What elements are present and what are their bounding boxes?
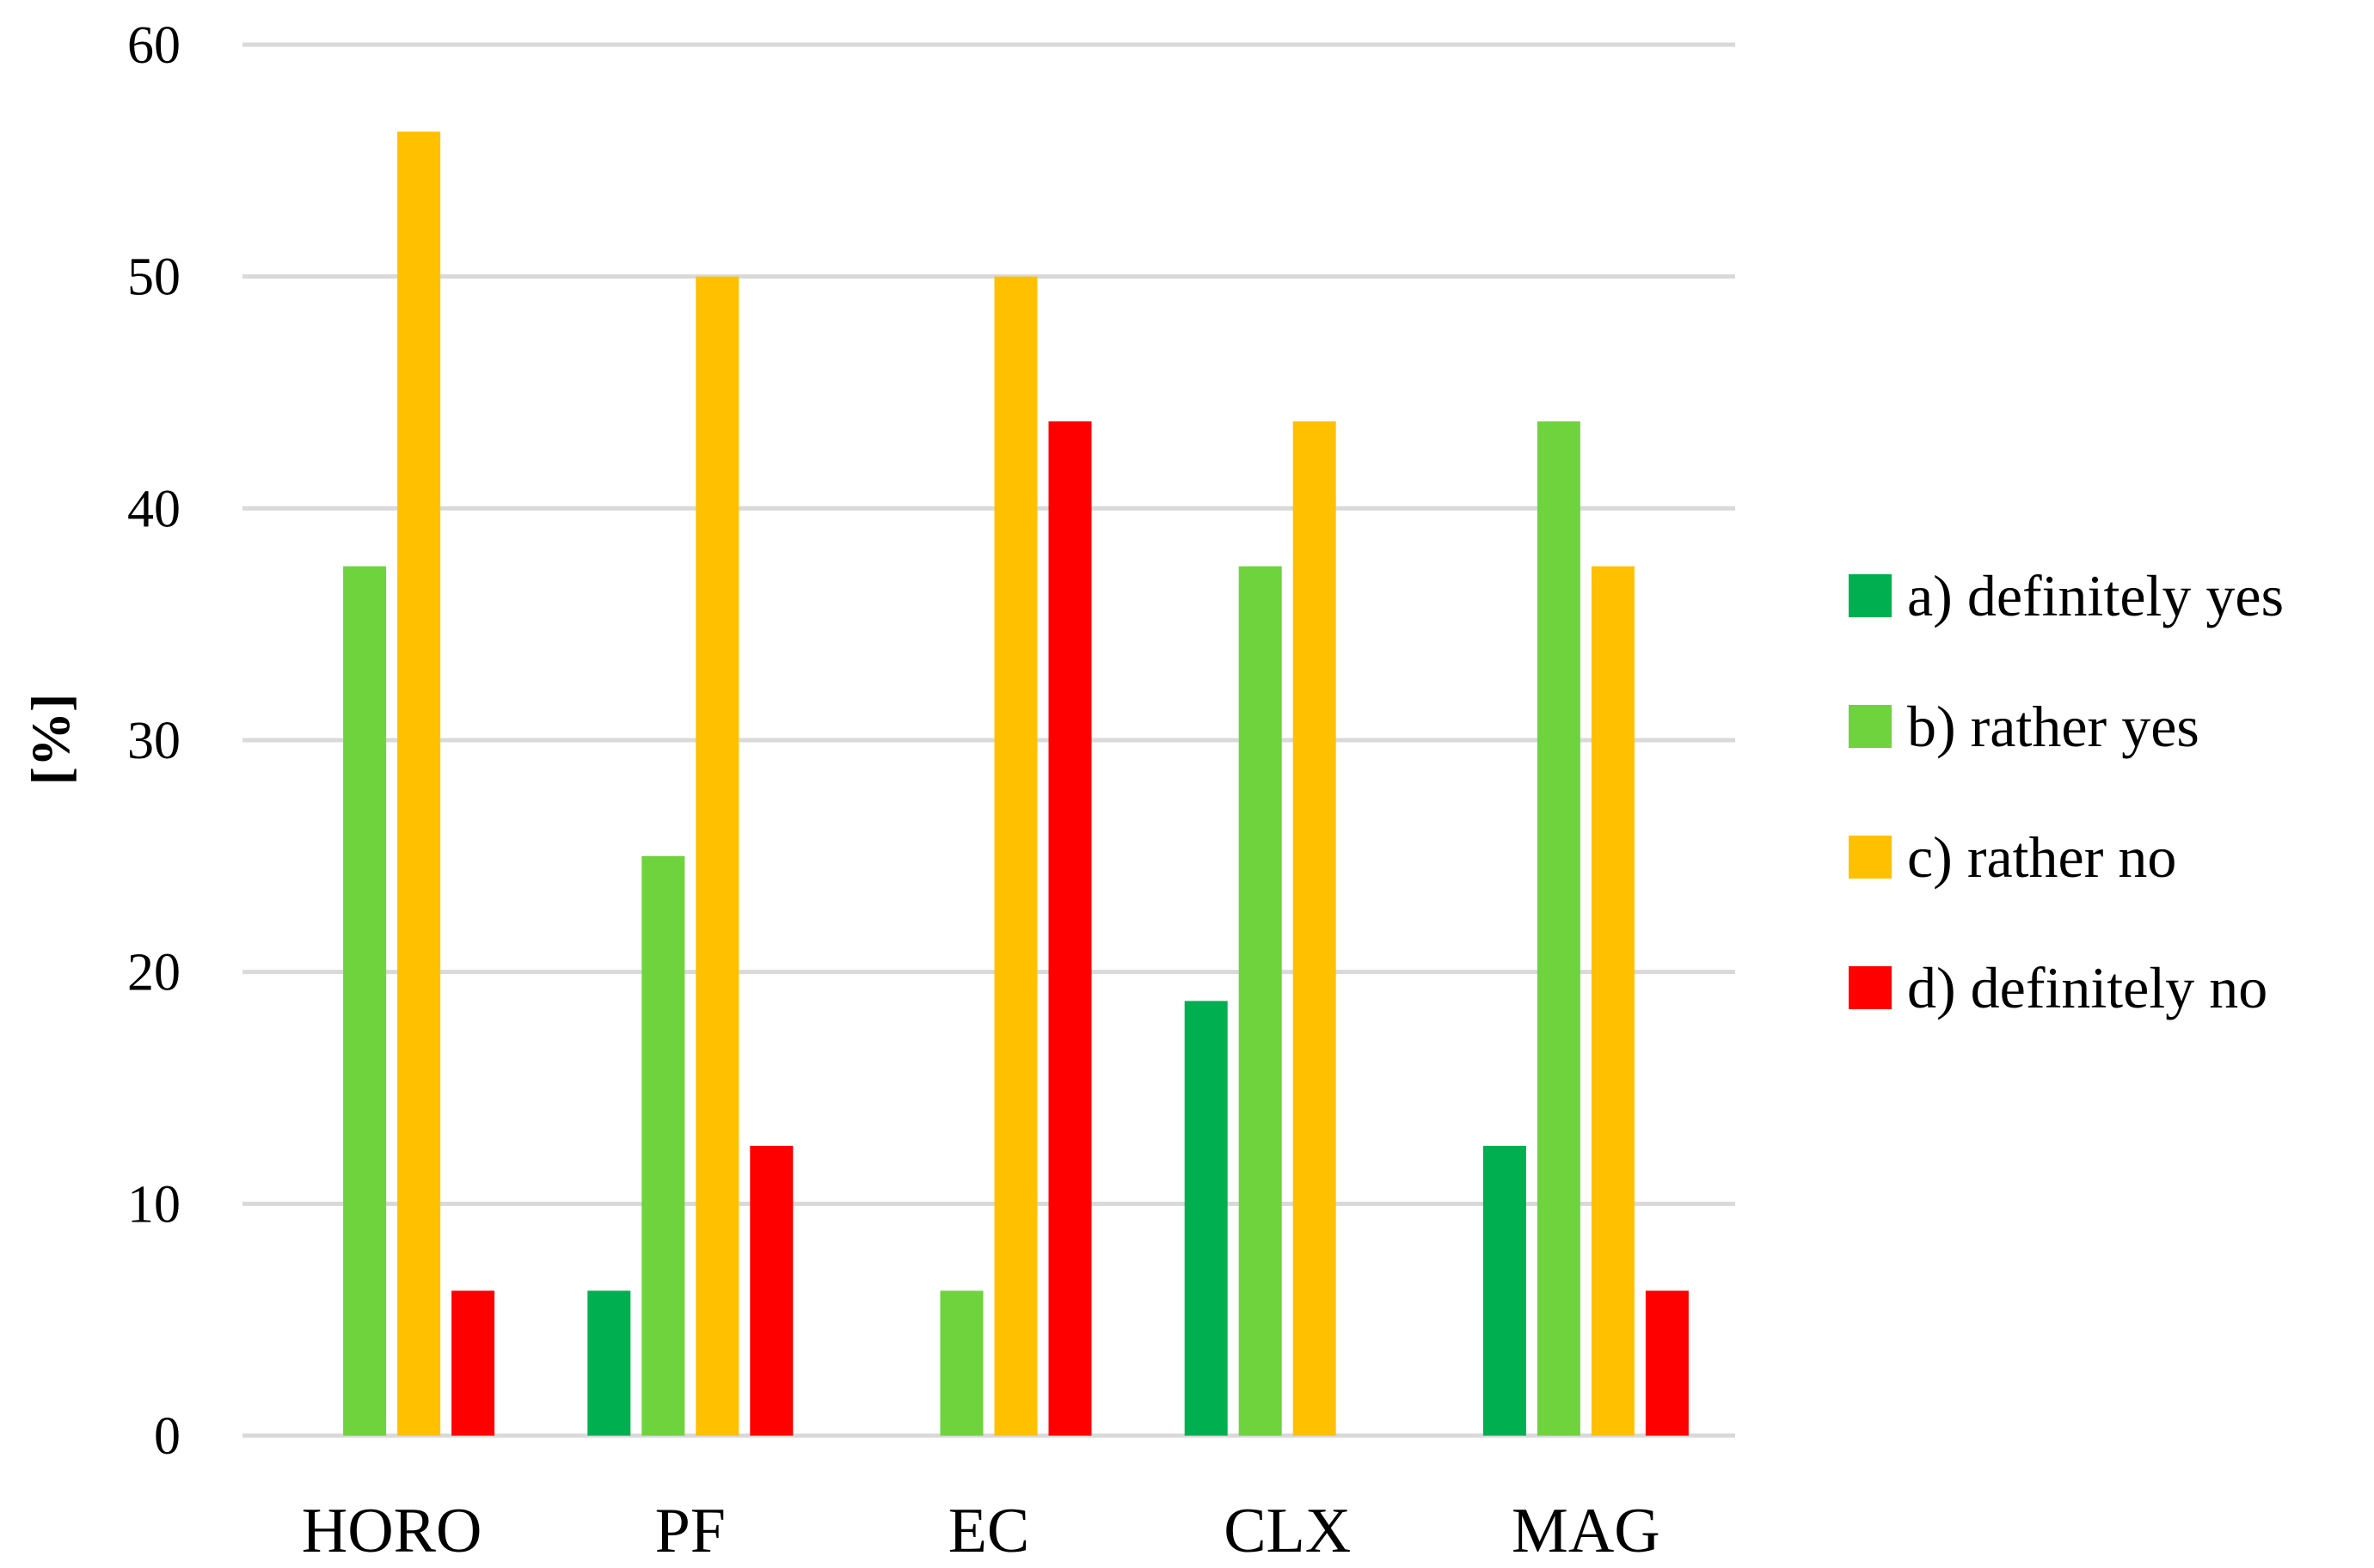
bar-mag-series-3 — [1592, 567, 1635, 1436]
legend-label: c) rather no — [1907, 824, 2176, 890]
x-tick-label-horo: HORO — [302, 1496, 482, 1566]
bar-ec-series-4 — [1049, 421, 1092, 1436]
x-tick-label-pf: PF — [655, 1496, 726, 1566]
y-axis-title: [%] — [20, 694, 81, 786]
bar-mag-series-1 — [1483, 1146, 1526, 1436]
bar-mag-series-2 — [1537, 421, 1580, 1436]
bar-pf-series-1 — [587, 1290, 630, 1436]
y-tick-label: 20 — [127, 944, 181, 1002]
x-tick-label-clx: CLX — [1224, 1496, 1351, 1566]
y-tick-label: 10 — [127, 1175, 181, 1234]
x-axis-labels: HORO PF EC CLX MAG — [302, 1496, 1660, 1566]
legend-label: b) rather yes — [1907, 694, 2199, 759]
legend-swatch — [1849, 836, 1892, 879]
bar-pf-series-2 — [641, 856, 684, 1436]
legend: a) definitely yes b) rather yes c) rather … — [1849, 563, 2284, 1020]
legend-swatch — [1849, 705, 1892, 748]
bar-horo-series-4 — [451, 1290, 494, 1436]
bar-clx-series-2 — [1239, 567, 1282, 1436]
bar-horo-series-3 — [397, 132, 440, 1436]
y-tick-label: 60 — [127, 16, 181, 75]
bar-ec-series-2 — [941, 1290, 984, 1436]
y-tick-label: 50 — [127, 248, 181, 307]
bar-mag-series-4 — [1646, 1290, 1689, 1436]
bar-clx-series-1 — [1185, 1001, 1228, 1436]
legend-swatch — [1849, 574, 1892, 617]
bar-ec-series-3 — [995, 277, 1038, 1436]
bar-clx-series-3 — [1293, 421, 1336, 1436]
bar-horo-series-2 — [343, 567, 386, 1436]
y-tick-label: 0 — [154, 1407, 181, 1466]
bars — [343, 132, 1689, 1436]
legend-swatch — [1849, 966, 1892, 1009]
bar-pf-series-4 — [750, 1146, 793, 1436]
y-tick-label: 40 — [127, 480, 181, 538]
x-tick-label-mag: MAG — [1512, 1496, 1660, 1566]
y-tick-label: 30 — [127, 712, 181, 770]
legend-label: a) definitely yes — [1907, 563, 2284, 628]
x-tick-label-ec: EC — [948, 1496, 1030, 1566]
legend-label: d) definitely no — [1907, 955, 2267, 1020]
bar-pf-series-3 — [696, 277, 739, 1436]
y-axis-ticks: 0 10 20 30 40 50 60 — [127, 16, 181, 1466]
